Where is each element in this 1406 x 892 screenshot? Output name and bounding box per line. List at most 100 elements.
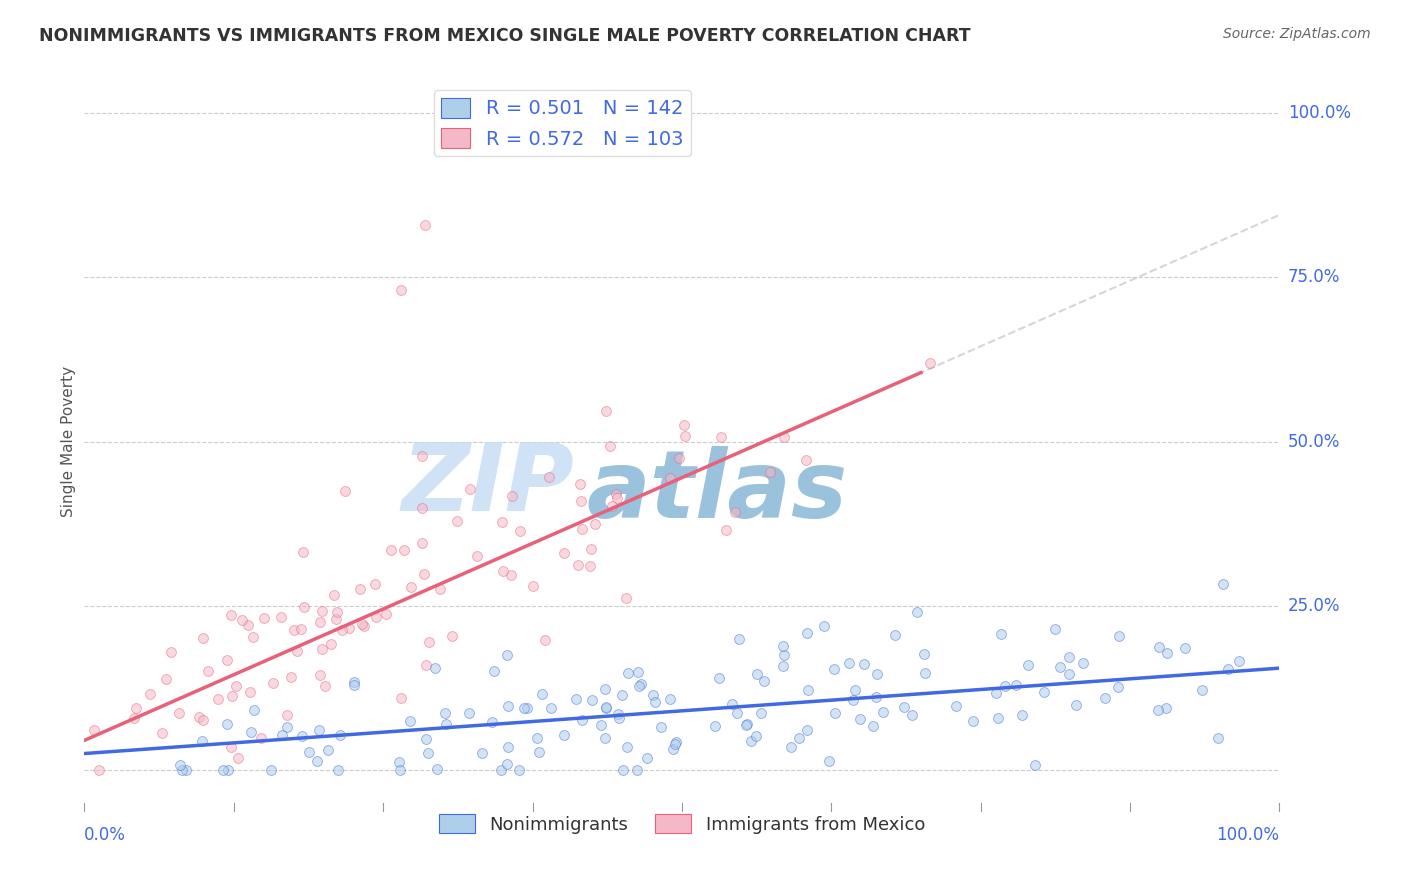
Point xyxy=(411,536,433,550)
Point xyxy=(1206,731,1229,745)
Point xyxy=(253,611,276,625)
Point xyxy=(735,717,758,731)
Point xyxy=(325,612,347,626)
Point xyxy=(914,666,936,681)
Point xyxy=(325,605,347,619)
Point xyxy=(650,720,672,734)
Point xyxy=(197,664,219,678)
Point xyxy=(659,470,682,484)
Point xyxy=(501,489,523,503)
Point xyxy=(139,687,162,701)
Point xyxy=(441,629,464,643)
Point xyxy=(187,709,209,723)
Point xyxy=(509,524,531,538)
Point xyxy=(318,743,340,757)
Point xyxy=(659,692,682,706)
Point xyxy=(1043,622,1066,636)
Point xyxy=(309,668,332,682)
Point xyxy=(231,613,253,627)
Point xyxy=(1191,682,1213,697)
Point xyxy=(291,729,314,743)
Point xyxy=(471,746,494,760)
Point xyxy=(415,731,437,746)
Point xyxy=(481,714,503,729)
Point xyxy=(482,664,505,678)
Point xyxy=(219,740,242,755)
Point xyxy=(616,740,638,755)
Point xyxy=(311,604,333,618)
Point xyxy=(796,626,818,640)
Point xyxy=(243,703,266,717)
Point xyxy=(271,728,294,742)
Point xyxy=(398,714,420,728)
Point xyxy=(567,558,589,572)
Point xyxy=(495,648,517,663)
Point xyxy=(298,745,321,759)
Point xyxy=(169,758,191,772)
Point xyxy=(838,656,860,670)
Point xyxy=(270,610,292,624)
Point xyxy=(844,683,866,698)
Point xyxy=(215,653,238,667)
Point xyxy=(591,718,613,732)
Point xyxy=(707,671,730,685)
Point xyxy=(824,661,846,675)
Point xyxy=(595,404,617,418)
Point xyxy=(824,706,846,720)
Point xyxy=(380,542,402,557)
Point xyxy=(526,731,548,745)
Point xyxy=(662,742,685,756)
Point xyxy=(496,739,519,754)
Point xyxy=(307,754,329,768)
Point xyxy=(540,701,562,715)
Point xyxy=(962,714,984,728)
Point xyxy=(276,720,298,734)
Point xyxy=(1108,629,1130,643)
Text: NONIMMIGRANTS VS IMMIGRANTS FROM MEXICO SINGLE MALE POVERTY CORRELATION CHART: NONIMMIGRANTS VS IMMIGRANTS FROM MEXICO … xyxy=(39,27,972,45)
Point xyxy=(710,429,733,443)
Point xyxy=(578,558,600,573)
Point xyxy=(796,723,818,737)
Point xyxy=(720,697,742,711)
Point xyxy=(498,698,520,713)
Point xyxy=(747,666,769,681)
Point xyxy=(1147,703,1170,717)
Point xyxy=(852,657,875,672)
Point xyxy=(617,666,640,681)
Point xyxy=(772,639,794,653)
Point xyxy=(172,763,194,777)
Point xyxy=(219,608,242,623)
Point xyxy=(531,687,554,701)
Point xyxy=(240,725,263,739)
Point xyxy=(83,723,105,737)
Point xyxy=(862,719,884,733)
Point xyxy=(388,763,411,777)
Point xyxy=(425,661,447,675)
Point xyxy=(553,727,575,741)
Point xyxy=(564,692,586,706)
Point xyxy=(1017,658,1039,673)
Point xyxy=(600,500,623,514)
Point xyxy=(426,762,449,776)
Point xyxy=(174,763,197,777)
Point xyxy=(553,546,575,560)
Text: 100.0%: 100.0% xyxy=(1288,104,1351,122)
Point xyxy=(292,545,315,559)
Point xyxy=(893,699,915,714)
Point xyxy=(599,439,621,453)
Point xyxy=(607,706,630,721)
Point xyxy=(866,667,889,681)
Point xyxy=(150,725,173,739)
Point xyxy=(945,699,967,714)
Point xyxy=(607,711,630,725)
Point xyxy=(571,713,593,727)
Point xyxy=(1024,758,1046,772)
Point xyxy=(160,645,183,659)
Point xyxy=(606,491,628,505)
Point xyxy=(813,618,835,632)
Point xyxy=(434,717,457,731)
Point xyxy=(401,580,423,594)
Point xyxy=(987,711,1010,725)
Point xyxy=(353,619,375,633)
Point xyxy=(416,746,439,760)
